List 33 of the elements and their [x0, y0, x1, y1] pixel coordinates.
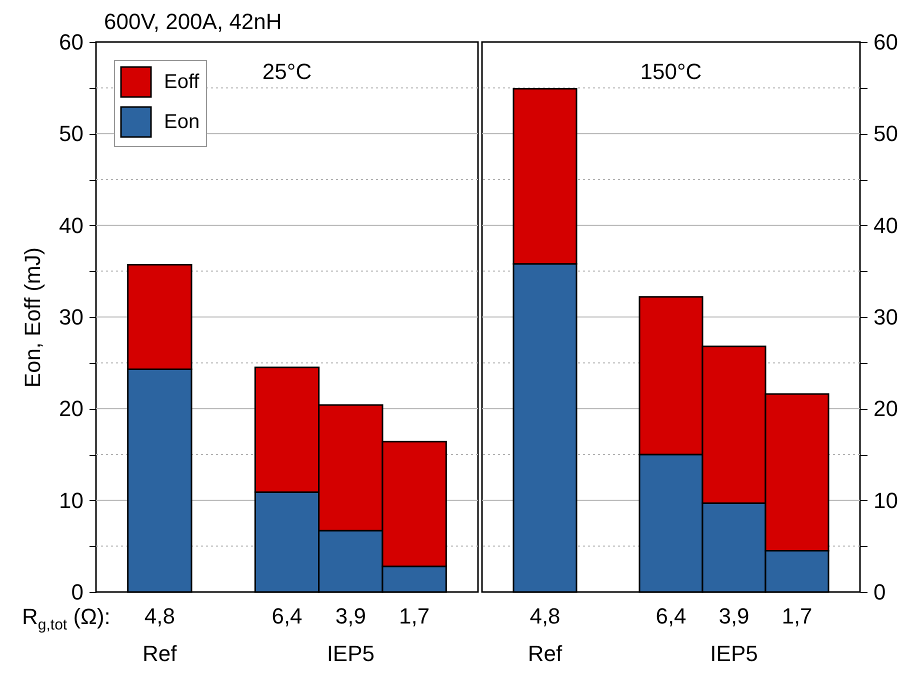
text: Ref: [528, 641, 563, 666]
x-tick-label: 3,9: [718, 604, 750, 628]
y-tick-label: 10: [59, 488, 84, 513]
x-tick-label: 4,8: [144, 604, 175, 628]
y-tick-label: 30: [59, 304, 84, 330]
legend-label: Eoff: [164, 71, 200, 93]
y-tick-label: 0: [874, 580, 886, 604]
x-tick-label: 1,7: [782, 604, 812, 628]
x-tick-label: 1,7: [399, 604, 430, 628]
x-tick-label: 6,4: [656, 604, 686, 628]
text: IEP5: [710, 641, 758, 666]
y-tick-label: 50: [874, 121, 898, 146]
legend-label: Eon: [164, 111, 200, 133]
y-tick-label: 20: [874, 396, 898, 422]
text: Ref: [142, 641, 178, 666]
y-tick-label: 0: [71, 580, 84, 604]
y-axis-title: Eon, Eoff (mJ): [20, 247, 46, 388]
y-tick-label: 40: [874, 212, 898, 238]
text: IEP5: [326, 641, 375, 666]
y-tick-label: 60: [59, 30, 84, 54]
x-axis-title: R$_{g,tot}$ (Ω):: [22, 604, 110, 634]
chart-subtitle: 600V, 200A, 42nH: [104, 9, 282, 34]
y-tick-label: 60: [874, 30, 898, 54]
text: 150°C: [640, 59, 702, 84]
x-tick-label: 6,4: [272, 604, 302, 628]
y-tick-label: 10: [874, 488, 898, 513]
y-tick-label: 30: [874, 304, 898, 330]
y-tick-label: 50: [59, 121, 84, 146]
x-tick-label: 4,8: [530, 604, 560, 628]
text: 25°C: [262, 59, 312, 84]
y-tick-label: 40: [59, 212, 84, 238]
x-tick-label: 3,9: [335, 604, 366, 628]
y-tick-label: 20: [59, 396, 84, 422]
